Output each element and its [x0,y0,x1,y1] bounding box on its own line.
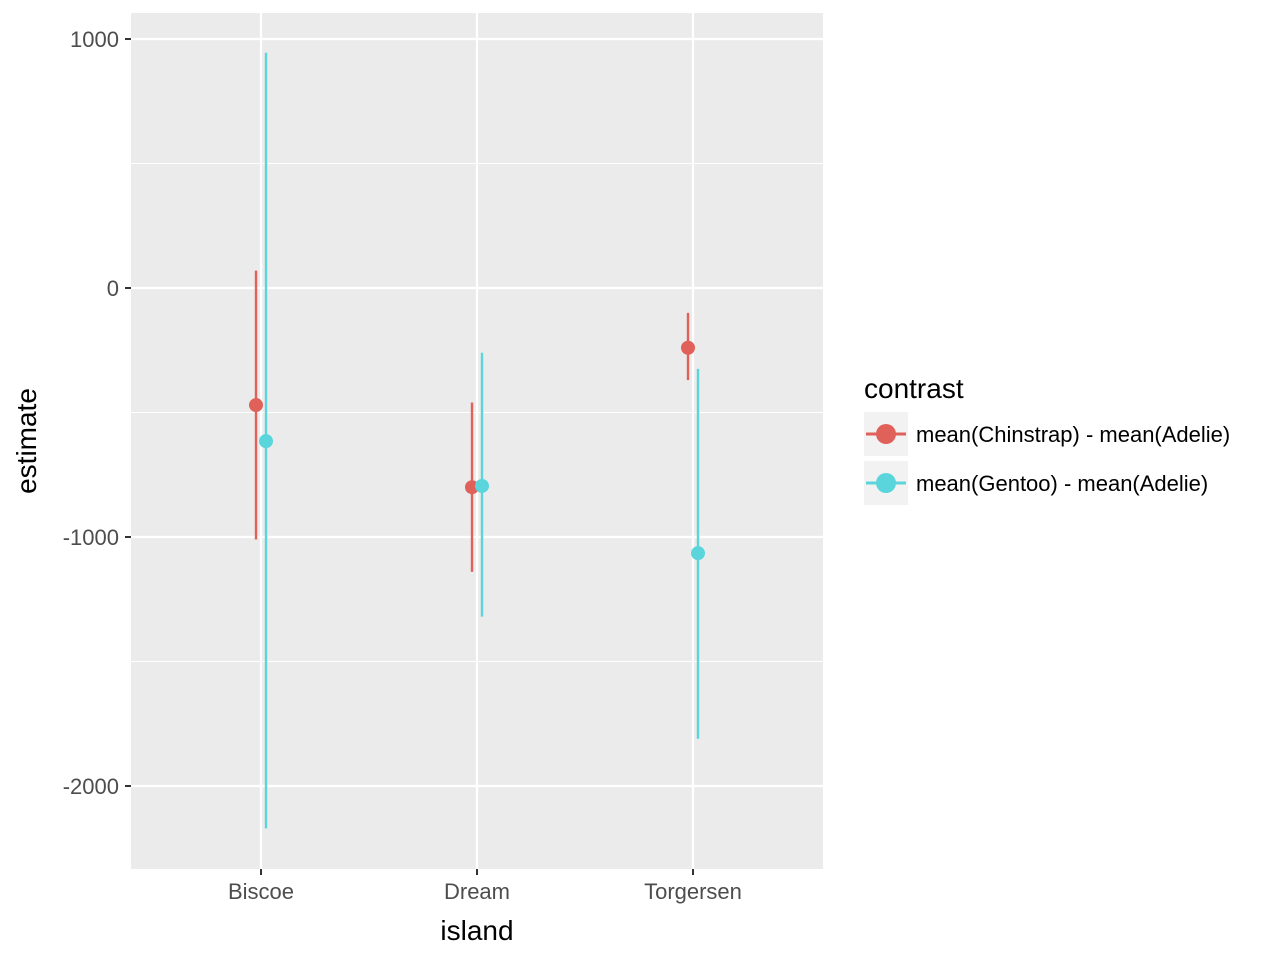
x-tick-label: Biscoe [228,879,294,904]
legend: contrast mean(Chinstrap) - mean(Adelie) m… [864,373,1230,505]
data-point [691,546,705,561]
x-tick-label: Dream [444,879,510,904]
y-tick-label: -1000 [63,525,119,550]
data-point [681,340,695,355]
x-axis-title: island [440,915,513,946]
legend-label: mean(Gentoo) - mean(Adelie) [916,471,1208,496]
y-axis-title: estimate [11,388,42,494]
data-point [249,398,263,413]
legend-title: contrast [864,373,964,404]
grid-major [131,13,823,869]
y-tick-label: 1000 [70,27,119,52]
data-point [475,478,489,493]
data-point [259,434,273,449]
y-tick-label: 0 [107,276,119,301]
x-axis: Biscoe Dream Torgersen [228,869,742,904]
legend-key-point [876,473,896,493]
legend-label: mean(Chinstrap) - mean(Adelie) [916,422,1230,447]
legend-key-point [876,424,896,444]
y-tick-label: -2000 [63,774,119,799]
x-tick-label: Torgersen [644,879,742,904]
y-axis: 1000 0 -1000 -2000 [63,27,131,799]
chart-marks [249,52,705,829]
